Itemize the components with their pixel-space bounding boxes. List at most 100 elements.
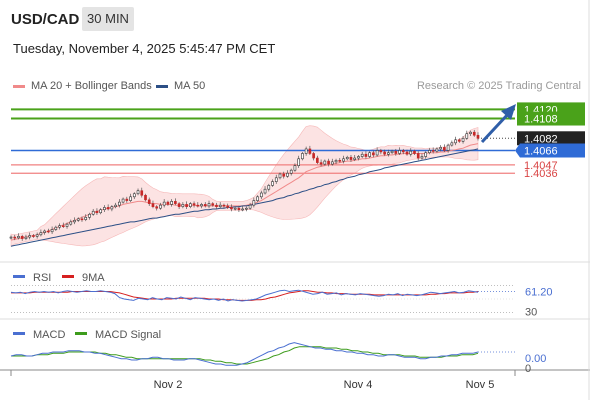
rsi-line <box>10 289 479 302</box>
candle-body <box>91 210 95 215</box>
candle-body <box>443 147 446 151</box>
bollinger-band <box>10 125 479 247</box>
candle-body <box>334 160 338 163</box>
candle-body <box>203 204 207 207</box>
candle-body <box>450 142 454 146</box>
candle-body <box>114 204 117 207</box>
chart-header: USD/CAD 30 MIN Tuesday, November 4, 2025… <box>0 0 590 70</box>
candle-body <box>32 235 35 237</box>
candle-body <box>76 218 80 221</box>
candle-body <box>274 177 278 182</box>
candle-body <box>301 153 304 160</box>
candle-body <box>387 152 390 155</box>
candle-body <box>151 203 155 207</box>
candle-body <box>162 201 166 206</box>
candle-body <box>289 169 293 174</box>
candle-body <box>435 148 439 152</box>
candle-body <box>226 205 230 208</box>
rsi-value-label: 61.20 <box>525 286 553 298</box>
candle-body <box>304 148 308 154</box>
candle-body <box>360 153 364 157</box>
candle-body <box>330 161 334 165</box>
candle-body <box>424 152 428 157</box>
legend-ma20-label: MA 20 + Bollinger Bands <box>31 80 152 92</box>
candle-body <box>222 204 226 207</box>
candle-body <box>368 152 371 157</box>
candle-body <box>286 172 289 177</box>
macd-signal-line <box>11 346 479 365</box>
candle-body <box>50 229 54 233</box>
research-credit: Research © 2025 Trading Central <box>416 80 581 92</box>
candle-body <box>472 131 476 136</box>
candle-body <box>69 221 73 225</box>
candle-body <box>174 201 177 204</box>
candle-body <box>416 153 420 159</box>
candle-body <box>312 153 315 159</box>
candle-body <box>353 157 357 160</box>
candle-body <box>144 194 147 201</box>
macd-zero-label: 0 <box>525 363 531 375</box>
candle-body <box>323 160 327 165</box>
candle-body <box>181 204 185 207</box>
candle-body <box>140 190 144 196</box>
ma20-swatch <box>13 84 25 88</box>
rsi-legend-swatch <box>13 275 25 278</box>
candle-body <box>271 181 274 186</box>
legend-ma50-label: MA 50 <box>174 80 206 92</box>
candle-body <box>218 204 222 207</box>
candle-body <box>99 209 102 214</box>
macd-line <box>10 342 479 366</box>
time-axis-label: Nov 5 <box>466 379 495 391</box>
candle-body <box>431 150 435 152</box>
candle-body <box>282 173 286 177</box>
candle-body <box>319 162 323 165</box>
macd-signal-legend-swatch <box>75 332 87 335</box>
price-marker-label: 1.4108 <box>524 114 558 126</box>
candle-body <box>207 203 211 207</box>
candle-body <box>28 235 32 238</box>
candle-body <box>170 201 173 205</box>
macd-value-label: 0.00 <box>525 353 546 365</box>
candle-body <box>65 223 69 227</box>
candle-body <box>327 160 330 165</box>
candle-body <box>379 150 383 153</box>
candle-body <box>73 220 76 223</box>
candle-body <box>476 134 480 139</box>
candle-body <box>342 158 345 162</box>
candle-body <box>129 196 132 201</box>
candle-body <box>420 156 424 159</box>
candle-body <box>39 232 43 236</box>
candle-body <box>80 218 84 221</box>
candle-body <box>439 147 442 150</box>
candle-body <box>121 198 125 203</box>
candle-body <box>237 207 241 211</box>
candle-body <box>84 217 88 220</box>
price-marker-box <box>517 111 585 126</box>
rsi-legend-label: RSI <box>33 272 51 284</box>
candle-body <box>13 236 17 239</box>
legend-ma50[interactable]: MA 50 <box>156 80 205 92</box>
candle-body <box>185 204 188 207</box>
interval-button[interactable]: 30 MIN <box>82 7 134 31</box>
candle-body <box>405 151 409 155</box>
rsi-9ma-legend-swatch <box>62 275 74 278</box>
candle-body <box>35 234 39 237</box>
candle-body <box>132 193 136 198</box>
candle-body <box>245 207 248 210</box>
candle-body <box>54 226 58 230</box>
candle-body <box>263 188 267 194</box>
candle-body <box>293 165 297 171</box>
price-marker-label: 1.4082 <box>524 133 558 145</box>
candle-body <box>446 144 450 151</box>
candle-body <box>241 208 244 211</box>
candle-body <box>357 156 360 159</box>
macd-signal-legend-label: MACD Signal <box>95 329 161 341</box>
macd-legend-swatch <box>13 332 25 335</box>
candle-body <box>61 225 65 227</box>
symbol-title: USD/CAD <box>11 11 80 28</box>
candle-body <box>248 204 252 209</box>
candle-body <box>372 152 375 156</box>
legend-ma20[interactable]: MA 20 + Bollinger Bands <box>13 80 152 92</box>
candle-body <box>24 236 28 239</box>
